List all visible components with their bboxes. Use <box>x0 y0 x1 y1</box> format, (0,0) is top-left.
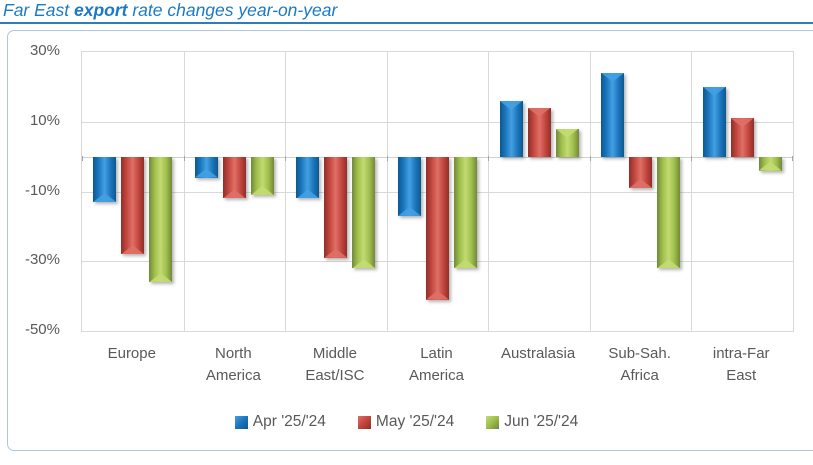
y-tick-label: -50% <box>24 321 60 338</box>
legend-item-may: May '25/'24 <box>357 413 455 431</box>
bar-apr-2 <box>296 156 320 199</box>
bar-bevel-cap <box>149 273 173 283</box>
legend-item-apr: Apr '25/'24 <box>234 413 326 431</box>
bar-jun-0 <box>149 156 173 283</box>
bar-jun-3 <box>454 156 477 269</box>
zero-axis-tick <box>589 155 591 161</box>
bar-bevel-cap <box>555 128 579 138</box>
bar-bevel-cap <box>324 248 348 258</box>
bar-apr-3 <box>398 156 421 216</box>
zero-axis-tick <box>82 155 83 161</box>
bar-apr-5 <box>601 72 625 157</box>
bar-may-3 <box>426 156 449 300</box>
zero-axis-tick <box>183 155 185 161</box>
chart-title-bold-word: export <box>74 0 128 20</box>
bar-bevel-cap <box>93 192 117 202</box>
bar-may-5 <box>629 156 653 188</box>
bar-jun-5 <box>657 156 681 269</box>
bar-bevel-cap <box>352 259 376 269</box>
bar-bevel-cap <box>758 161 782 171</box>
category-label-2: Middle East/ISC <box>305 345 365 384</box>
category-label-0: Europe <box>107 345 156 362</box>
bar-bevel-cap <box>296 189 320 199</box>
bar-bevel-cap <box>426 290 449 300</box>
chart-title-suffix: rate changes year-on-year <box>127 0 338 20</box>
legend-marker-icon <box>486 415 500 429</box>
vertical-gridline <box>488 52 490 331</box>
y-tick-label: 30% <box>29 42 60 59</box>
legend: Apr '25/'24 May '25/'24 Jun '25/'24 <box>0 407 813 437</box>
bar-jun-1 <box>250 156 274 195</box>
bar-bevel-cap <box>629 179 653 188</box>
legend-label: May '25/'24 <box>375 413 455 430</box>
legend-marker-icon <box>357 415 371 429</box>
bar-apr-4 <box>499 100 523 157</box>
bar-bevel-cap <box>194 168 218 178</box>
y-tick-label: -30% <box>24 251 60 269</box>
bar-may-2 <box>324 156 348 258</box>
y-tick-label: 10% <box>29 111 60 129</box>
chart-title: Far East export rate changes year-on-yea… <box>3 0 337 21</box>
category-label-1: North America <box>205 345 261 384</box>
vertical-gridline <box>183 52 185 331</box>
vertical-gridline <box>691 52 693 331</box>
bar-bevel-cap <box>121 245 145 255</box>
bar-bevel-cap <box>601 72 625 82</box>
vertical-gridline <box>589 52 591 331</box>
category-label-4: Australasia <box>500 345 576 362</box>
zero-axis-tick <box>488 155 490 161</box>
bar-apr-0 <box>93 156 117 202</box>
bar-bevel-cap <box>527 107 551 117</box>
title-underline-rule <box>0 22 813 24</box>
category-label-5: Sub-Sah. Africa <box>608 345 671 384</box>
bar-may-6 <box>730 118 754 157</box>
bar-jun-4 <box>555 128 579 157</box>
bar-may-1 <box>222 156 246 199</box>
bar-bevel-cap <box>250 185 274 195</box>
bar-bevel-cap <box>657 259 681 269</box>
bar-bevel-cap <box>398 206 421 216</box>
category-label-6: intra-Far East <box>712 345 770 384</box>
bar-may-0 <box>121 156 145 255</box>
zero-axis-tick <box>285 155 287 161</box>
bar-bevel-cap <box>730 118 754 128</box>
legend-label: Jun '25/'24 <box>504 413 579 430</box>
chart-title-prefix: Far East <box>3 0 74 20</box>
bar-bevel-cap <box>499 100 523 110</box>
bar-may-4 <box>527 107 551 157</box>
zero-axis-tick <box>691 155 693 161</box>
bar-apr-6 <box>702 86 726 157</box>
zero-axis-tick <box>792 155 793 161</box>
horizontal-gridline <box>82 121 793 123</box>
legend-item-jun: Jun '25/'24 <box>486 413 578 431</box>
bar-jun-6 <box>758 156 782 171</box>
category-label-3: Latin America <box>408 345 464 384</box>
legend-label: Apr '25/'24 <box>252 413 326 430</box>
bar-bevel-cap <box>454 259 477 269</box>
bar-apr-1 <box>194 156 218 178</box>
y-tick-label: -10% <box>24 181 60 199</box>
bar-bevel-cap <box>222 189 246 199</box>
bar-jun-2 <box>352 156 376 269</box>
vertical-gridline <box>386 52 388 331</box>
zero-axis-tick <box>386 155 388 161</box>
legend-marker-icon <box>234 415 248 429</box>
vertical-gridline <box>285 52 287 331</box>
bar-bevel-cap <box>702 86 726 96</box>
plot-area <box>81 51 794 332</box>
